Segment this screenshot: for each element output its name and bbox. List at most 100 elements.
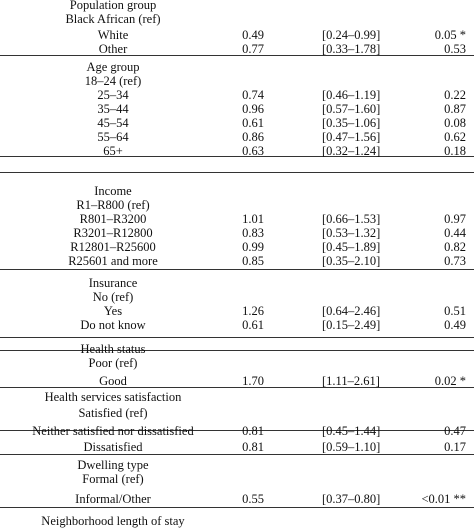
row-label: Poor (ref) [88, 356, 138, 370]
row-label: Health services satisfaction [44, 390, 182, 404]
confidence-interval-cell: [0.46–1.19] [322, 88, 381, 102]
odds-ratio-cell: 0.74 [242, 88, 264, 102]
confidence-interval-cell: [0.35–2.10] [322, 254, 381, 268]
p-value-cell: 0.18 [444, 144, 466, 158]
table-row: 25–34 0.74 [0.46–1.19] 0.22 [0, 88, 474, 102]
row-label: Neither satisfied nor dissatisfied [32, 424, 194, 438]
odds-ratio-cell: 0.81 [242, 440, 264, 454]
row-label: Yes [103, 304, 123, 318]
p-value-cell: 0.73 [444, 254, 466, 268]
confidence-interval-cell: [0.24–0.99] [322, 28, 381, 42]
table-rule [0, 55, 474, 56]
confidence-interval-cell: [0.64–2.46] [322, 304, 381, 318]
odds-ratio-cell: 0.61 [242, 318, 264, 332]
p-value-cell: 0.02 * [434, 374, 466, 388]
row-label: 65+ [103, 144, 123, 158]
table-row: Satisfied (ref) [0, 406, 474, 420]
row-label: R1–R800 (ref) [76, 198, 150, 212]
p-value-cell: 0.44 [444, 226, 466, 240]
table-row: 18–24 (ref) [0, 74, 474, 88]
table-row: No (ref) [0, 290, 474, 304]
table-rule [0, 172, 474, 173]
row-label: Insurance [88, 276, 138, 290]
row-label: 55–64 [97, 130, 129, 144]
p-value-cell: 0.22 [444, 88, 466, 102]
table-row: R25601 and more 0.85 [0.35–2.10] 0.73 [0, 254, 474, 268]
confidence-interval-cell: [0.32–1.24] [322, 144, 381, 158]
p-value-cell: 0.62 [444, 130, 466, 144]
odds-ratio-cell: 1.01 [242, 212, 264, 226]
table-rule [0, 337, 474, 338]
table-rule [0, 387, 474, 388]
p-value-cell: <0.01 ** [421, 492, 466, 506]
confidence-interval-cell: [0.15–2.49] [322, 318, 381, 332]
odds-ratio-cell: 0.83 [242, 226, 264, 240]
table-row: Do not know 0.61 [0.15–2.49] 0.49 [0, 318, 474, 332]
table-row: Other 0.77 [0.33–1.78] 0.53 [0, 42, 474, 56]
row-label: Population group [69, 0, 157, 12]
confidence-interval-cell: [0.57–1.60] [322, 102, 381, 116]
table-row: R1–R800 (ref) [0, 198, 474, 212]
p-value-cell: 0.49 [444, 318, 466, 332]
table-row: Formal (ref) [0, 472, 474, 486]
row-label: 35–44 [97, 102, 129, 116]
table-row: Income [0, 184, 474, 198]
table-row: Health services satisfaction [0, 390, 474, 404]
p-value-cell: 0.47 [444, 424, 466, 438]
confidence-interval-cell: [0.59–1.10] [322, 440, 381, 454]
row-label: Dissatisfied [83, 440, 143, 454]
row-label: Age group [86, 60, 140, 74]
p-value-cell: 0.82 [444, 240, 466, 254]
odds-ratio-cell: 0.63 [242, 144, 264, 158]
row-label: R12801–R25600 [70, 240, 156, 254]
odds-ratio-cell: 0.85 [242, 254, 264, 268]
table-row: Neighborhood length of stay [0, 514, 474, 528]
row-label: Neighborhood length of stay [41, 514, 185, 528]
confidence-interval-cell: [0.47–1.56] [322, 130, 381, 144]
confidence-interval-cell: [0.53–1.32] [322, 226, 381, 240]
confidence-interval-cell: [0.45–1.89] [322, 240, 381, 254]
table-row: Age group [0, 60, 474, 74]
table-row: White 0.49 [0.24–0.99] 0.05 * [0, 28, 474, 42]
p-value-cell: 0.08 [444, 116, 466, 130]
p-value-cell: 0.53 [444, 42, 466, 56]
table-row: Neither satisfied nor dissatisfied 0.81 [0… [0, 424, 474, 438]
odds-ratio-cell: 0.81 [242, 424, 264, 438]
p-value-cell: 0.05 * [434, 28, 466, 42]
table-rule [0, 269, 474, 270]
table-row: 65+ 0.63 [0.32–1.24] 0.18 [0, 144, 474, 158]
table-row: 45–54 0.61 [0.35–1.06] 0.08 [0, 116, 474, 130]
table-rule [0, 507, 474, 508]
table-row: Poor (ref) [0, 356, 474, 370]
table-row: Informal/Other 0.55 [0.37–0.80] <0.01 ** [0, 492, 474, 506]
confidence-interval-cell: [1.11–2.61] [322, 374, 380, 388]
odds-ratio-cell: 0.77 [242, 42, 264, 56]
table-row: Population group [0, 0, 474, 12]
row-label: 18–24 (ref) [84, 74, 142, 88]
table-row: Black African (ref) [0, 12, 474, 26]
row-label: Other [98, 42, 128, 56]
odds-ratio-cell: 0.86 [242, 130, 264, 144]
row-label: Informal/Other [75, 492, 151, 506]
row-label: R3201–R12800 [73, 226, 153, 240]
confidence-interval-cell: [0.66–1.53] [322, 212, 381, 226]
confidence-interval-cell: [0.33–1.78] [322, 42, 381, 56]
odds-ratio-cell: 0.99 [242, 240, 264, 254]
confidence-interval-cell: [0.37–0.80] [322, 492, 381, 506]
row-label: 45–54 [97, 116, 129, 130]
odds-ratio-cell: 0.96 [242, 102, 264, 116]
row-label: No (ref) [92, 290, 134, 304]
table-row: Yes 1.26 [0.64–2.46] 0.51 [0, 304, 474, 318]
table-rule [0, 430, 474, 431]
row-label: Satisfied (ref) [78, 406, 148, 420]
row-label: R25601 and more [68, 254, 158, 268]
odds-ratio-cell: 0.49 [242, 28, 264, 42]
row-label: Black African (ref) [65, 12, 161, 26]
table-rule [0, 156, 474, 157]
row-label: Dwelling type [77, 458, 149, 472]
odds-ratio-cell: 0.61 [242, 116, 264, 130]
table-row: R12801–R25600 0.99 [0.45–1.89] 0.82 [0, 240, 474, 254]
confidence-interval-cell: [0.35–1.06] [322, 116, 381, 130]
table-row: 35–44 0.96 [0.57–1.60] 0.87 [0, 102, 474, 116]
